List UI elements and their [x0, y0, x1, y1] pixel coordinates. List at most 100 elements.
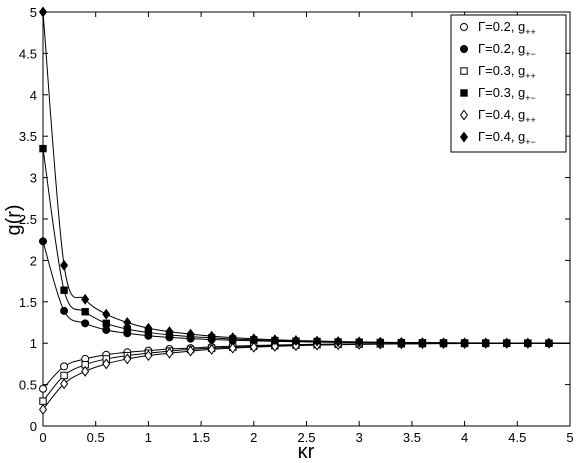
x-tick-label: 3	[356, 430, 363, 445]
data-point	[60, 259, 69, 271]
y-tick-label: 2	[30, 253, 37, 268]
data-point	[481, 337, 490, 349]
legend: Γ=0.2, g++Γ=0.2, g+−Γ=0.3, g++Γ=0.3, g+−…	[450, 14, 567, 153]
x-tick-label: 4.5	[508, 430, 526, 445]
data-point	[460, 337, 469, 349]
legend-entry: Γ=0.3, g+−	[478, 85, 536, 103]
data-point	[39, 237, 47, 246]
data-point	[60, 378, 69, 390]
x-tick-label: 2.5	[297, 430, 315, 445]
axis-ticks	[42, 11, 571, 427]
data-point	[376, 336, 385, 348]
y-tick-label: 1	[30, 336, 37, 351]
data-point	[60, 306, 69, 315]
data-point	[249, 333, 258, 345]
legend-entry: Γ=0.4, g++	[478, 107, 536, 125]
y-tick-label: 4.5	[19, 46, 37, 61]
legend-entry-label: Γ=0.4, g	[478, 129, 525, 144]
x-tick-label: 3.5	[403, 430, 421, 445]
data-point	[39, 144, 47, 153]
legend-marker	[460, 45, 468, 53]
data-point	[102, 319, 110, 328]
x-tick-label: 0.5	[87, 430, 105, 445]
legend-entry: Γ=0.2, g+−	[478, 41, 536, 59]
data-point	[81, 365, 90, 377]
data-point	[39, 397, 47, 405]
series-4-points	[39, 144, 553, 347]
data-point	[60, 371, 68, 380]
data-point	[544, 337, 553, 349]
data-point	[207, 343, 216, 355]
data-point	[81, 293, 90, 305]
data-point	[38, 403, 48, 415]
data-point	[502, 337, 511, 349]
y-tick-label: 3	[30, 171, 37, 186]
y-tick-label: 0.5	[19, 378, 37, 393]
legend-entry-label: Γ=0.4, g	[478, 107, 525, 122]
legend-entry-label: Γ=0.2, g	[478, 19, 525, 34]
x-tick-label: 2	[250, 430, 257, 445]
data-point	[355, 336, 364, 348]
x-tick-label: 0	[39, 430, 46, 445]
legend-box	[450, 14, 567, 153]
legend-entry-label: Γ=0.2, g	[478, 41, 525, 56]
y-tick-label: 1.5	[19, 295, 37, 310]
legend-entry-subscript: ++	[525, 27, 536, 37]
data-point	[123, 317, 132, 328]
data-point	[334, 336, 343, 347]
y-tick-label: 2.5	[19, 212, 37, 227]
data-point	[270, 340, 279, 352]
legend-entry-subscript: +−	[525, 93, 536, 103]
legend-entry-subscript: +−	[525, 49, 536, 59]
x-tick-label: 1.5	[192, 430, 210, 445]
data-point	[228, 342, 237, 354]
series-line-3	[42, 342, 570, 402]
data-point	[144, 350, 153, 362]
series-2-points	[39, 237, 553, 348]
legend-entry: Γ=0.3, g++	[478, 63, 536, 81]
x-tick-label: 4	[461, 430, 468, 445]
legend-marker	[459, 131, 469, 143]
data-point	[39, 384, 47, 393]
y-tick-labels: 0 0.5 1 1.5 2 2.5 3 3.5 4 4.5 5	[19, 5, 37, 434]
data-point	[81, 308, 89, 316]
y-tick-label: 0	[30, 419, 37, 434]
data-point	[102, 325, 111, 334]
y-tick-label: 4	[30, 88, 37, 103]
data-point	[313, 335, 322, 347]
legend-marker	[460, 67, 468, 75]
series-5-points	[38, 337, 553, 415]
legend-entry-subscript: ++	[525, 71, 536, 81]
y-tick-label: 5	[30, 5, 37, 20]
series-line-4	[42, 148, 570, 344]
data-point	[291, 335, 300, 346]
data-point	[123, 353, 132, 365]
data-point	[165, 347, 174, 359]
y-axis-title: g(r)	[3, 204, 25, 235]
data-point	[186, 345, 195, 357]
legend-entry-label: Γ=0.3, g	[478, 63, 525, 78]
data-point	[38, 6, 48, 18]
legend-marker	[460, 89, 468, 97]
data-point	[165, 326, 174, 338]
data-point	[60, 362, 69, 371]
legend-entry: Γ=0.4, g+−	[478, 129, 536, 147]
legend-marker	[459, 109, 469, 121]
series-6-points	[38, 6, 553, 349]
legend-marker	[460, 23, 468, 31]
legend-entry-subscript: ++	[525, 115, 536, 125]
x-axis-title: κr	[298, 441, 315, 463]
data-point	[186, 328, 195, 340]
data-point	[439, 337, 448, 349]
data-point	[418, 337, 427, 349]
data-point	[249, 341, 258, 353]
x-tick-label: 1	[145, 430, 152, 445]
legend-entry-subscript: +−	[525, 137, 536, 147]
series-line-1	[42, 342, 570, 390]
data-point	[81, 319, 90, 328]
data-point	[207, 330, 216, 342]
data-point	[523, 337, 532, 349]
data-point	[102, 308, 111, 320]
data-point	[397, 337, 406, 348]
